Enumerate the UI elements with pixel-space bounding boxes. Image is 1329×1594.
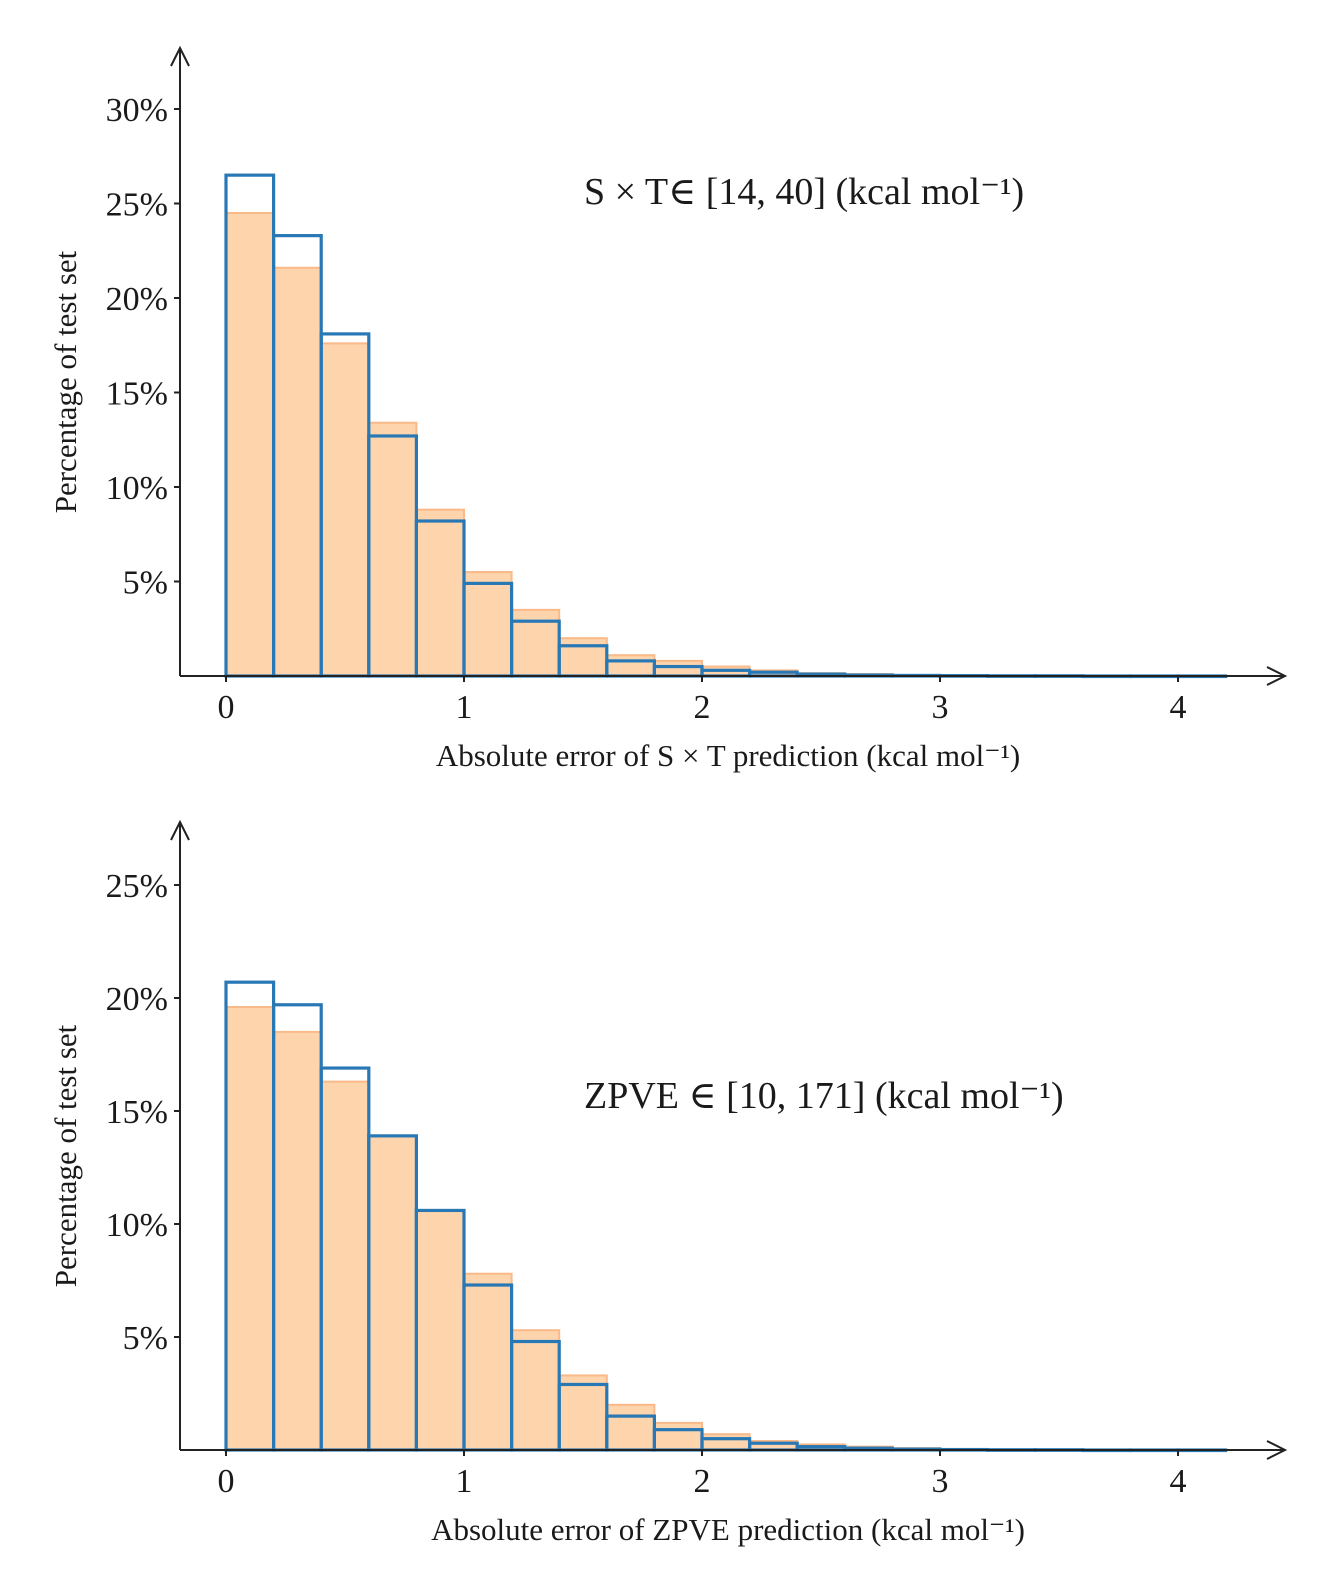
filled-bar (558, 637, 608, 678)
y-tick-label: 5% (123, 1320, 168, 1357)
filled-bar (320, 1080, 370, 1451)
x-tick-label: 0 (218, 689, 235, 726)
range-annotation: ZPVE ∈ [10, 171] (kcal mol⁻¹) (584, 1075, 1064, 1117)
y-tick-label: 10% (106, 470, 168, 507)
x-tick-label: 4 (1170, 1463, 1187, 1500)
y-axis-label: Percentage of test set (48, 1024, 83, 1287)
y-tick-label: 30% (106, 92, 168, 129)
filled-bar (320, 342, 370, 677)
x-axis-label: Absolute error of ZPVE prediction (kcal … (431, 1512, 1025, 1547)
filled-bar (225, 211, 275, 677)
y-tick-label: 5% (123, 565, 168, 602)
filled-bar (653, 1421, 704, 1452)
y-axis-arrow (170, 45, 190, 67)
y-tick-label: 20% (106, 981, 168, 1018)
panel-zpve: 5% 10% 15% 20% 25% 0 1 2 3 4 ZPVE ∈ [10, 171] (k… (48, 819, 1288, 1547)
filled-bar (605, 1403, 656, 1452)
filled-bar (558, 1374, 608, 1452)
x-ticks: 0 1 2 3 4 (218, 1450, 1187, 1500)
filled-bar (367, 421, 418, 677)
y-axis-arrow (170, 819, 190, 841)
axes (170, 45, 1288, 686)
x-tick-label: 3 (932, 1463, 949, 1500)
filled-bar (605, 654, 656, 678)
x-tick-label: 0 (218, 1463, 235, 1500)
filled-bar (463, 571, 513, 677)
filled-bar (272, 1030, 323, 1452)
range-annotation: S × T∈ [14, 40] (kcal mol⁻¹) (584, 171, 1024, 213)
y-tick-label: 15% (106, 1094, 168, 1131)
filled-bar (367, 1134, 418, 1451)
x-axis-arrow (1266, 1440, 1288, 1460)
filled-bar (463, 1272, 513, 1451)
x-axis-label: Absolute error of S × T prediction (kcal… (436, 738, 1020, 773)
filled-bar (272, 266, 323, 677)
filled-bars (225, 1006, 1084, 1452)
y-ticks: 5% 10% 15% 20% 25% 30% (106, 92, 180, 602)
x-tick-label: 4 (1170, 689, 1187, 726)
panel-s-times-t: 5% 10% 15% 20% 25% 30% 0 1 2 3 4 S × T∈ [14, 40] … (48, 45, 1288, 773)
y-tick-label: 25% (106, 868, 168, 905)
filled-bar (415, 1209, 465, 1451)
y-tick-label: 10% (106, 1207, 168, 1244)
y-tick-label: 20% (106, 281, 168, 318)
filled-bar (225, 1006, 275, 1451)
y-axis-label: Percentage of test set (48, 250, 83, 513)
x-tick-label: 1 (456, 689, 473, 726)
x-tick-label: 2 (694, 1463, 711, 1500)
filled-bar (415, 508, 465, 677)
axes (170, 819, 1288, 1460)
x-tick-label: 2 (694, 689, 711, 726)
x-tick-label: 1 (456, 1463, 473, 1500)
y-ticks: 5% 10% 15% 20% 25% (106, 868, 180, 1357)
x-ticks: 0 1 2 3 4 (218, 676, 1187, 726)
y-tick-label: 25% (106, 187, 168, 224)
filled-bar (510, 1329, 561, 1451)
x-axis-arrow (1266, 666, 1288, 686)
filled-bar (653, 659, 704, 678)
filled-bars (225, 211, 1084, 678)
filled-bar (701, 1433, 751, 1452)
y-tick-label: 15% (106, 376, 168, 413)
x-tick-label: 3 (932, 689, 949, 726)
